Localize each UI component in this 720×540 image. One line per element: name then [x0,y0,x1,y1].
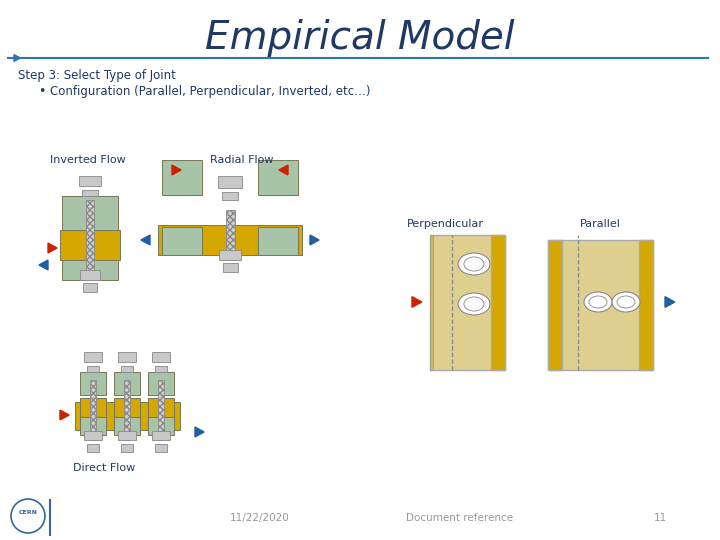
Bar [218,176,242,188]
Text: Radial Flow: Radial Flow [210,155,274,165]
Bar [80,372,106,395]
Bar [548,240,653,370]
Ellipse shape [617,296,635,308]
Bar [90,380,96,440]
Bar [491,235,505,370]
Bar [86,200,94,280]
Bar [121,444,133,452]
Polygon shape [14,55,20,62]
Bar [430,235,433,370]
Bar [158,380,164,440]
Text: Perpendicular: Perpendicular [407,219,484,229]
Ellipse shape [458,253,490,275]
Text: Inverted Flow: Inverted Flow [50,155,126,165]
Bar [62,196,118,230]
Polygon shape [48,243,57,253]
Text: •: • [38,85,45,98]
Bar [148,372,174,395]
Polygon shape [412,296,422,307]
Bar [152,431,170,440]
Bar [79,176,101,186]
Ellipse shape [458,293,490,315]
Ellipse shape [612,292,640,312]
Bar [83,283,97,292]
Bar [548,240,562,370]
Polygon shape [310,235,319,245]
Bar [162,227,202,255]
Bar [152,352,170,362]
Ellipse shape [464,297,484,311]
Bar [87,366,99,372]
Text: Configuration (Parallel, Perpendicular, Inverted, etc…): Configuration (Parallel, Perpendicular, … [50,85,371,98]
Bar [155,366,167,372]
Bar [75,402,180,430]
Bar [84,431,102,440]
Bar [219,250,241,260]
Text: 11: 11 [653,513,667,523]
Ellipse shape [464,257,484,271]
Text: Step 3: Select Type of Joint: Step 3: Select Type of Joint [18,70,176,83]
Polygon shape [141,235,150,245]
Polygon shape [39,260,48,270]
Bar [60,230,120,260]
Bar [430,235,505,370]
Text: Empirical Model: Empirical Model [205,19,515,57]
Bar [639,240,653,370]
Bar [148,417,174,435]
Polygon shape [60,410,69,420]
Bar [114,398,140,420]
Bar [84,352,102,362]
Text: CERN: CERN [19,510,37,515]
Bar [155,444,167,452]
Polygon shape [279,165,288,175]
Bar [124,380,130,440]
Polygon shape [665,296,675,307]
Bar [82,190,98,196]
Bar [114,372,140,395]
Bar [80,398,106,420]
Bar [258,227,298,255]
Bar [225,210,235,260]
Polygon shape [195,427,204,437]
Bar [148,398,174,420]
Polygon shape [172,165,181,175]
Bar [158,225,302,255]
Bar [162,160,202,195]
Text: 11/22/2020: 11/22/2020 [230,513,290,523]
Bar [118,431,136,440]
Bar [87,444,99,452]
Bar [80,270,100,280]
Bar [258,160,298,195]
Bar [62,260,118,280]
Bar [222,192,238,200]
Bar [114,417,140,435]
Ellipse shape [589,296,607,308]
Bar [80,417,106,435]
Bar [222,263,238,272]
Ellipse shape [584,292,612,312]
Bar [118,352,136,362]
Bar [121,366,133,372]
Text: Parallel: Parallel [580,219,621,229]
Text: Document reference: Document reference [406,513,513,523]
Text: Direct Flow: Direct Flow [73,463,135,473]
